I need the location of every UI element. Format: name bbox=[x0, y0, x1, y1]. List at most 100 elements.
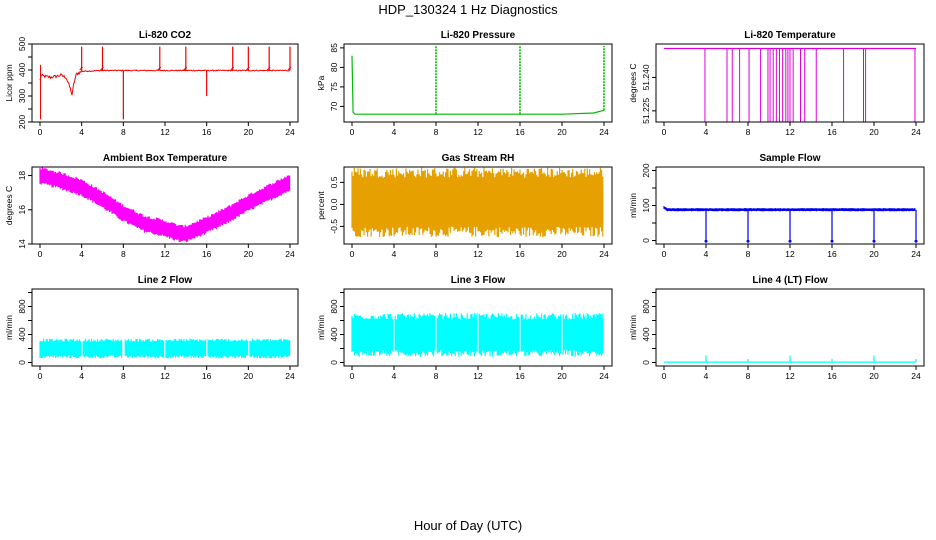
y-tick-label-6-4: 800 bbox=[17, 299, 27, 313]
spike-tick-0-0 bbox=[79, 66, 84, 71]
x-tick-label-2-4: 16 bbox=[827, 127, 837, 137]
x-tick-label-1-0: 0 bbox=[350, 127, 355, 137]
x-tick-label-2-3: 12 bbox=[785, 127, 795, 137]
plot-title-6: Line 2 Flow bbox=[138, 275, 193, 286]
x-tick-label-5-5: 20 bbox=[869, 249, 879, 259]
y-tick-label-3-1: 16 bbox=[17, 205, 27, 215]
x-tick-label-6-3: 12 bbox=[160, 371, 170, 381]
y-axis-label-1: kPa bbox=[316, 75, 326, 90]
x-tick-label-5-4: 16 bbox=[827, 249, 837, 259]
y-tick-label-8-0: 0 bbox=[641, 360, 651, 365]
x-tick-label-1-1: 4 bbox=[392, 127, 397, 137]
y-tick-label-5-4: 200 bbox=[641, 163, 651, 177]
x-tick-label-6-6: 24 bbox=[285, 371, 295, 381]
panel-data-6 bbox=[39, 338, 291, 359]
plot-title-0: Li-820 CO2 bbox=[139, 30, 192, 41]
plot-title-2: Li-820 Temperature bbox=[744, 30, 836, 41]
spike-tick-0-7 bbox=[245, 66, 250, 71]
x-tick-label-5-3: 12 bbox=[785, 249, 795, 259]
y-axis-label-6: ml/min bbox=[4, 315, 14, 340]
x-tick-label-7-5: 20 bbox=[557, 371, 567, 381]
spike-tick-0-4 bbox=[183, 66, 188, 71]
x-tick-label-7-4: 16 bbox=[515, 371, 525, 381]
x-tick-label-2-5: 20 bbox=[869, 127, 879, 137]
x-tick-label-7-0: 0 bbox=[350, 371, 355, 381]
x-tick-label-0-6: 24 bbox=[285, 127, 295, 137]
plot-title-7: Line 3 Flow bbox=[451, 275, 506, 286]
x-tick-label-8-4: 16 bbox=[827, 371, 837, 381]
y-tick-label-8-4: 800 bbox=[641, 299, 651, 313]
x-tick-label-0-2: 8 bbox=[121, 127, 126, 137]
x-tick-label-6-1: 4 bbox=[79, 371, 84, 381]
spike-tick-0-8 bbox=[266, 66, 271, 71]
y-tick-label-0-6: 500 bbox=[17, 37, 27, 51]
series-line-0 bbox=[39, 69, 290, 96]
y-tick-label-0-4: 400 bbox=[17, 63, 27, 77]
x-tick-label-8-1: 4 bbox=[704, 371, 709, 381]
y-tick-label-7-2: 400 bbox=[329, 327, 339, 341]
x-tick-label-5-0: 0 bbox=[662, 249, 667, 259]
panel-data-8 bbox=[664, 355, 917, 363]
y-axis-label-7: ml/min bbox=[316, 315, 326, 340]
x-tick-label-0-0: 0 bbox=[38, 127, 43, 137]
y-tick-label-4-1: 0.0 bbox=[329, 198, 339, 210]
x-tick-label-4-1: 4 bbox=[392, 249, 397, 259]
x-tick-label-8-6: 24 bbox=[911, 371, 921, 381]
series-band-4 bbox=[351, 167, 604, 238]
plot-frame-1 bbox=[343, 43, 613, 123]
x-tick-label-0-1: 4 bbox=[79, 127, 84, 137]
y-tick-label-1-3: 85 bbox=[329, 43, 339, 53]
panel-data-3 bbox=[39, 167, 291, 243]
x-tick-label-1-4: 16 bbox=[515, 127, 525, 137]
x-tick-label-5-1: 4 bbox=[704, 249, 709, 259]
x-tick-label-4-6: 24 bbox=[599, 249, 609, 259]
panel-1: Li-820 Pressure 0 4 8 12 16 20 24 70 75 80 85 kPa bbox=[316, 30, 613, 137]
x-tick-label-6-0: 0 bbox=[38, 371, 43, 381]
y-tick-label-8-2: 400 bbox=[641, 327, 651, 341]
x-tick-label-3-3: 12 bbox=[160, 249, 170, 259]
y-tick-label-2-1: 51.240 bbox=[641, 64, 651, 90]
panel-2: Li-820 Temperature 0 4 8 12 16 20 24 51.225 51.24… bbox=[628, 30, 925, 137]
panel-data-7 bbox=[351, 313, 604, 357]
plot-frame-8 bbox=[655, 288, 925, 367]
x-tick-label-1-3: 12 bbox=[473, 127, 483, 137]
y-tick-label-1-1: 75 bbox=[329, 82, 339, 92]
x-tick-label-2-2: 8 bbox=[746, 127, 751, 137]
x-tick-label-7-1: 4 bbox=[392, 371, 397, 381]
x-tick-label-4-0: 0 bbox=[350, 249, 355, 259]
x-tick-label-0-5: 20 bbox=[244, 127, 254, 137]
y-tick-label-3-0: 14 bbox=[17, 239, 27, 249]
x-tick-label-1-6: 24 bbox=[599, 127, 609, 137]
spike-tick-0-9 bbox=[287, 66, 292, 71]
y-axis-label-5: ml/min bbox=[628, 193, 638, 218]
y-axis-label-0: Licor ppm bbox=[4, 64, 14, 101]
x-tick-label-2-1: 4 bbox=[704, 127, 709, 137]
x-tick-label-2-6: 24 bbox=[911, 127, 921, 137]
x-tick-label-5-6: 24 bbox=[911, 249, 921, 259]
panel-4: Gas Stream RH 0 4 8 12 16 20 24 -0.5 0.0 0.5percen… bbox=[316, 153, 613, 259]
x-tick-label-7-6: 24 bbox=[599, 371, 609, 381]
x-tick-label-3-4: 16 bbox=[202, 249, 212, 259]
y-tick-label-3-2: 18 bbox=[17, 171, 27, 181]
y-tick-label-6-2: 400 bbox=[17, 327, 27, 341]
spike-point-5-0 bbox=[704, 239, 708, 243]
x-tick-label-7-2: 8 bbox=[434, 371, 439, 381]
x-tick-label-3-6: 24 bbox=[285, 249, 295, 259]
y-tick-label-4-2: 0.5 bbox=[329, 176, 339, 188]
x-tick-label-3-5: 20 bbox=[244, 249, 254, 259]
x-tick-label-6-5: 20 bbox=[244, 371, 254, 381]
spike-tick-0-1 bbox=[100, 66, 104, 71]
series-band-7 bbox=[351, 313, 604, 357]
y-tick-label-5-0: 0 bbox=[641, 238, 651, 243]
y-axis-label-4: percent bbox=[316, 191, 326, 220]
x-tick-label-4-2: 8 bbox=[434, 249, 439, 259]
series-band-3 bbox=[39, 167, 291, 243]
plot-title-3: Ambient Box Temperature bbox=[103, 153, 228, 164]
plot-frame-0 bbox=[31, 43, 299, 123]
x-tick-label-4-3: 12 bbox=[473, 249, 483, 259]
series-line-1 bbox=[351, 55, 605, 115]
x-tick-label-1-5: 20 bbox=[557, 127, 567, 137]
y-axis-label-8: ml/min bbox=[628, 315, 638, 340]
